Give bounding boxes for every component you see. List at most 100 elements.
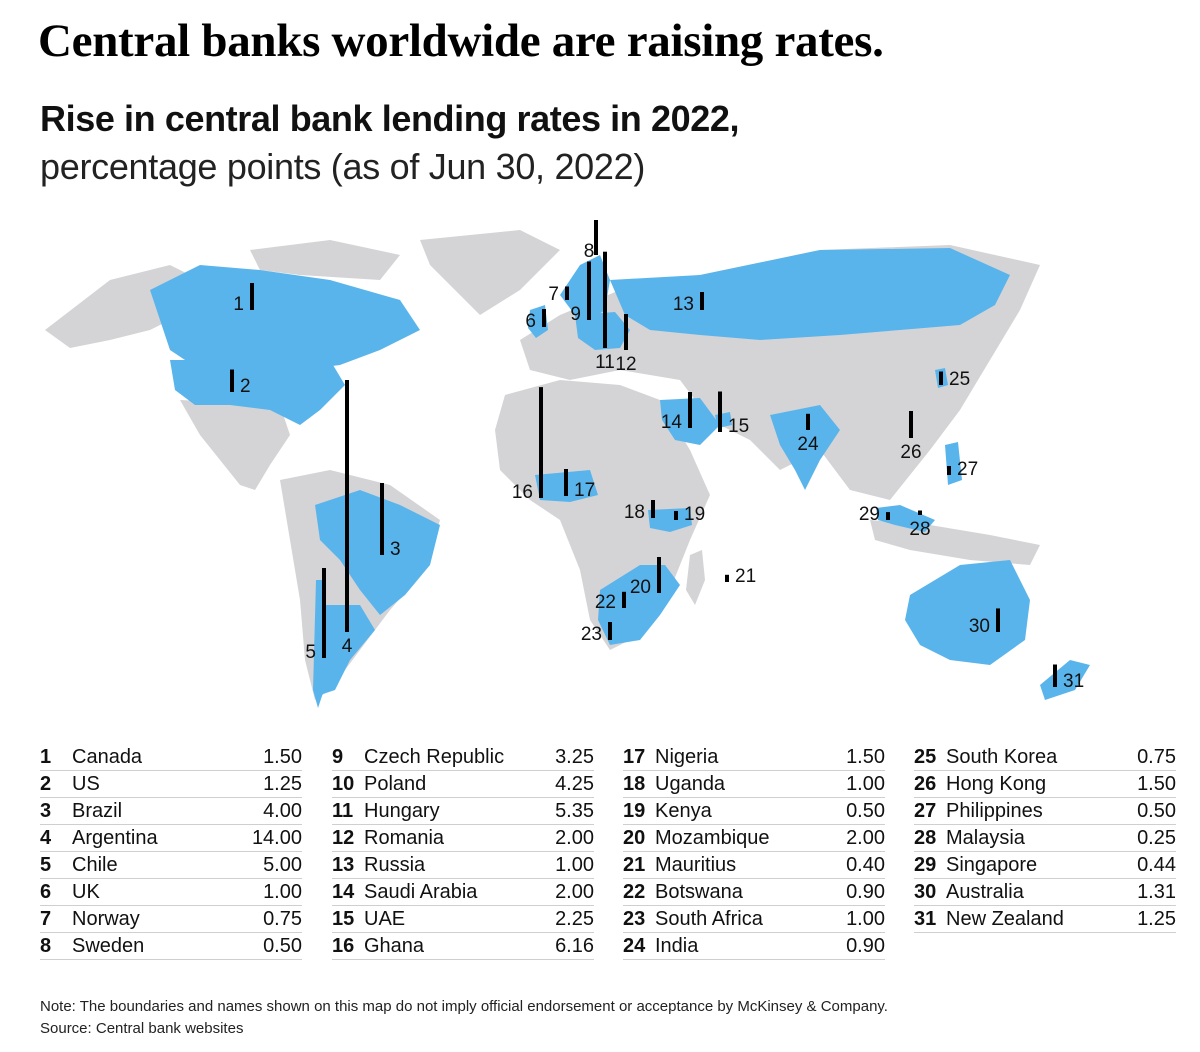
argentina-region — [320, 605, 375, 695]
rate-bar-6 — [542, 309, 546, 327]
legend-number: 29 — [914, 854, 937, 876]
legend-number: 9 — [332, 746, 344, 768]
map-label-29: 29 — [859, 504, 880, 525]
rate-bar-13 — [700, 292, 704, 310]
map-label-31: 31 — [1063, 671, 1084, 692]
rate-value: 3.25 — [555, 746, 594, 768]
chile-region — [313, 580, 324, 708]
us-region — [170, 360, 345, 425]
rate-value: 1.50 — [846, 746, 885, 768]
arctic-islands-landmass — [250, 240, 400, 280]
map-label-24: 24 — [797, 434, 819, 455]
legend-number: 11 — [332, 800, 354, 822]
legend-row: 16 Ghana 6.16 — [332, 933, 594, 960]
legend-number: 15 — [332, 908, 355, 930]
map-label-21: 21 — [735, 566, 756, 587]
map-label-23: 23 — [581, 624, 602, 645]
map-label-26: 26 — [900, 442, 921, 463]
legend-row: 19 Kenya 0.50 — [623, 798, 885, 825]
rate-value: 1.25 — [263, 773, 302, 795]
greenland-landmass — [420, 230, 560, 315]
country-name: Czech Republic — [364, 746, 505, 768]
rate-bar-4 — [345, 380, 349, 632]
map-number-labels: 1234567891011121314151617181920212223242… — [233, 241, 1084, 692]
rate-value: 1.00 — [846, 773, 885, 795]
rate-bar-31 — [1053, 664, 1057, 687]
map-label-14: 14 — [661, 412, 683, 433]
country-name: Argentina — [72, 827, 158, 849]
country-name: Ghana — [364, 935, 425, 957]
map-label-6: 6 — [525, 311, 536, 332]
legend-row: 28 Malaysia 0.25 — [914, 825, 1176, 852]
rate-bars — [230, 220, 1057, 687]
rate-value: 6.16 — [555, 935, 594, 957]
rate-value: 4.00 — [263, 800, 302, 822]
source-note: Source: Central bank websites — [40, 1020, 244, 1037]
country-name: Saudi Arabia — [364, 881, 478, 903]
country-name: Russia — [364, 854, 426, 876]
rate-bar-10 — [594, 220, 598, 255]
country-name: Nigeria — [655, 746, 719, 768]
country-name: Sweden — [72, 935, 145, 957]
map-label-25: 25 — [949, 369, 970, 390]
rate-value: 5.35 — [555, 800, 594, 822]
rate-value: 1.25 — [1137, 908, 1176, 930]
rate-value: 0.50 — [846, 800, 885, 822]
map-label-5: 5 — [305, 642, 316, 663]
legend-row: 2 US 1.25 — [40, 771, 302, 798]
legend-number: 4 — [40, 827, 52, 849]
country-name: Uganda — [655, 773, 726, 795]
legend-row: 15 UAE 2.25 — [332, 906, 594, 933]
map-label-1: 1 — [233, 294, 244, 315]
legend-row: 22 Botswana 0.90 — [623, 879, 885, 906]
map-label-17: 17 — [574, 480, 595, 501]
map-label-16: 16 — [512, 482, 533, 503]
legend-number: 6 — [40, 881, 52, 903]
rate-value: 1.00 — [263, 881, 302, 903]
legend-row: 8 Sweden 0.50 — [40, 933, 302, 960]
legend-number: 23 — [623, 908, 646, 930]
country-name: Romania — [364, 827, 445, 849]
rate-value: 0.75 — [1137, 746, 1176, 768]
legend-row: 24 India 0.90 — [623, 933, 885, 960]
new-zealand-region — [1040, 660, 1090, 700]
legend-number: 25 — [914, 746, 937, 768]
country-name: Brazil — [72, 800, 123, 822]
rate-value: 2.00 — [555, 827, 594, 849]
legend-number: 17 — [623, 746, 646, 768]
legend-row: 11 Hungary 5.35 — [332, 798, 594, 825]
legend-row: 31 New Zealand 1.25 — [914, 906, 1176, 933]
rate-bar-23 — [608, 622, 612, 640]
map-label-20: 20 — [630, 577, 651, 598]
legend-row: 13 Russia 1.00 — [332, 852, 594, 879]
country-name: Hong Kong — [946, 773, 1047, 795]
country-name: Mozambique — [655, 827, 770, 849]
country-name: New Zealand — [946, 908, 1064, 930]
country-name: UK — [72, 881, 100, 903]
map-label-13: 13 — [673, 294, 694, 315]
legend-number: 19 — [623, 800, 646, 822]
map-label-11: 11 — [595, 352, 615, 373]
legend-row: 21 Mauritius 0.40 — [623, 852, 885, 879]
legend-row: 10 Poland 4.25 — [332, 771, 594, 798]
rate-bar-5 — [322, 568, 326, 658]
rate-value: 4.25 — [555, 773, 594, 795]
rate-value: 1.31 — [1137, 881, 1176, 903]
legend-number: 7 — [40, 908, 52, 930]
legend-row: 5 Chile 5.00 — [40, 852, 302, 879]
canada-region — [150, 265, 420, 370]
rate-bar-16 — [539, 387, 543, 498]
rate-bar-14 — [688, 392, 692, 428]
rate-bar-12 — [624, 314, 628, 350]
rate-value: 2.25 — [555, 908, 594, 930]
rate-bar-24 — [806, 413, 810, 430]
legend-number: 3 — [40, 800, 52, 822]
chart-unit-caption: percentage points (as of Jun 30, 2022) — [40, 146, 646, 187]
legend-column-2: 9 Czech Republic 3.25 10 Poland 4.25 11 Hunga… — [332, 744, 594, 960]
legend-column-1: 1 Canada 1.50 2 US 1.25 3 Brazil 4.00 4 Argenti… — [40, 744, 302, 960]
legend-row: 18 Uganda 1.00 — [623, 771, 885, 798]
legend-row: 1 Canada 1.50 — [40, 744, 302, 771]
country-name: Norway — [72, 908, 140, 930]
legend-column-4: 25 South Korea 0.75 26 Hong Kong 1.50 27 Phil… — [914, 744, 1176, 933]
legend-row: 9 Czech Republic 3.25 — [332, 744, 594, 771]
